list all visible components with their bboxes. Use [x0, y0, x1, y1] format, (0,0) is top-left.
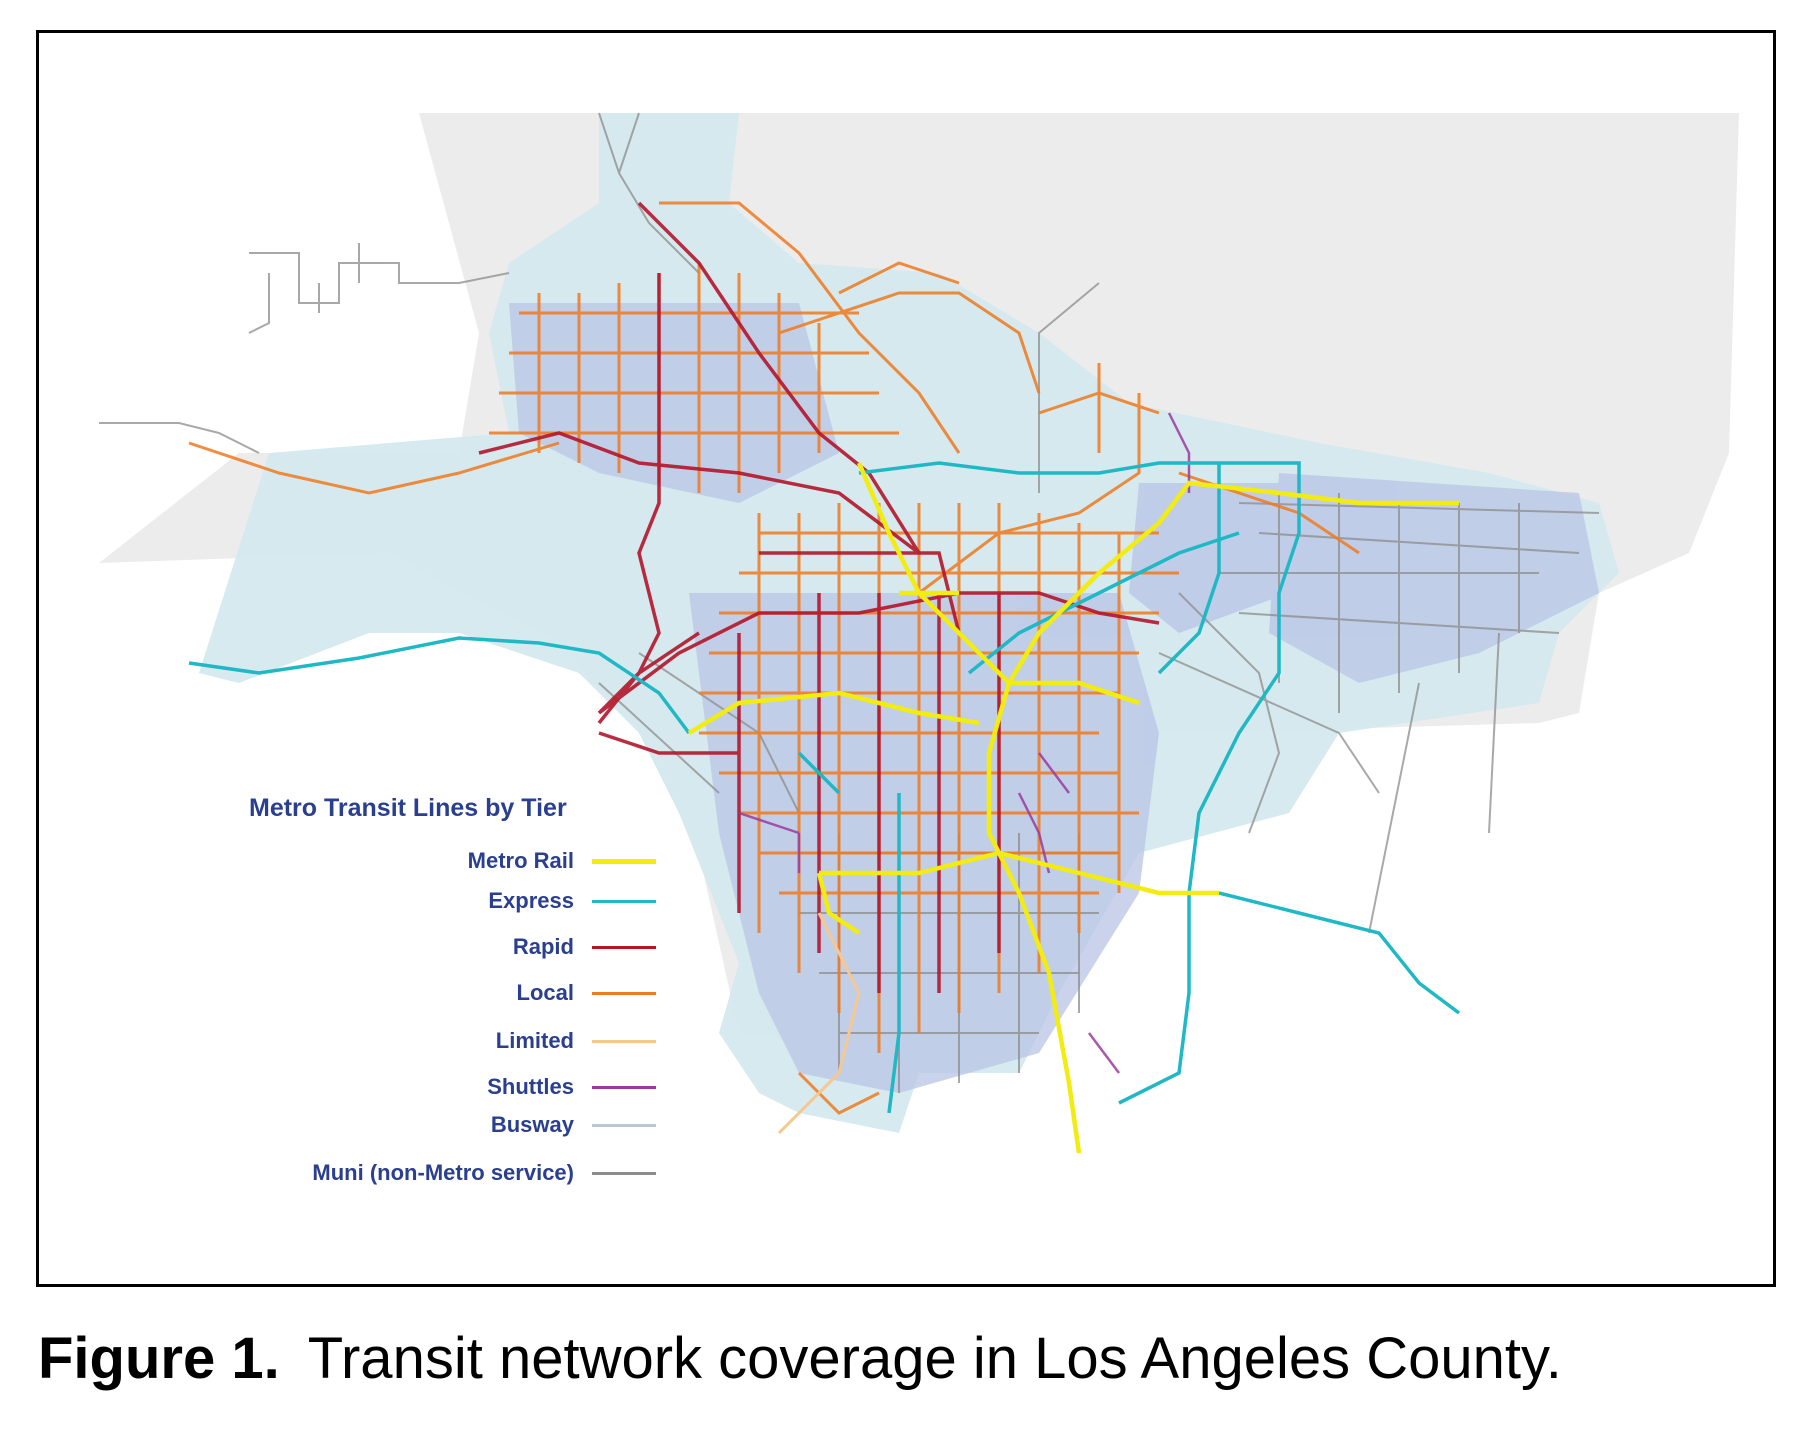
legend-label: Muni (non-Metro service) — [312, 1160, 574, 1185]
legend-swatch — [592, 1086, 656, 1089]
legend-swatch — [592, 992, 656, 995]
legend-label: Express — [488, 888, 574, 913]
legend-item-metro-rail: Metro Rail — [214, 846, 694, 876]
legend-label: Local — [516, 980, 574, 1005]
legend-label: Busway — [490, 1112, 574, 1137]
legend-item-rapid: Rapid — [214, 932, 694, 962]
legend-label: Limited — [495, 1028, 574, 1053]
legend-label: Rapid — [512, 934, 574, 959]
limited-lines — [777, 912, 861, 1135]
figure-caption: Figure 1. Transit network coverage in Los… — [38, 1325, 1562, 1392]
shuttle-lines — [738, 412, 1191, 1074]
local-lines — [188, 201, 1360, 1115]
legend-title: Metro Transit Lines by Tier — [249, 794, 567, 822]
metro-rail-lines — [687, 462, 1459, 1154]
transit-map — [99, 112, 1739, 1154]
legend-item-shuttles: Shuttles — [214, 1072, 694, 1102]
legend-item-muni: Muni (non-Metro service) — [214, 1158, 694, 1188]
caption-text: Transit network coverage in Los Angeles … — [307, 1326, 1562, 1391]
legend-swatch — [592, 1040, 656, 1043]
legend-item-local: Local — [214, 978, 694, 1008]
legend-swatch — [592, 1172, 656, 1175]
legend-label: Metro Rail — [467, 848, 574, 873]
caption-label: Figure 1. — [38, 1326, 280, 1391]
legend-swatch — [592, 1124, 656, 1127]
legend-swatch — [592, 946, 656, 949]
legend-swatch — [592, 900, 656, 903]
legend-item-limited: Limited — [214, 1026, 694, 1056]
legend-label: Shuttles — [487, 1074, 574, 1099]
legend-item-busway: Busway — [214, 1110, 694, 1140]
figure-frame: Metro Transit Lines by Tier Metro Rail E… — [36, 30, 1776, 1287]
legend-swatch — [592, 859, 656, 864]
legend-item-express: Express — [214, 886, 694, 916]
